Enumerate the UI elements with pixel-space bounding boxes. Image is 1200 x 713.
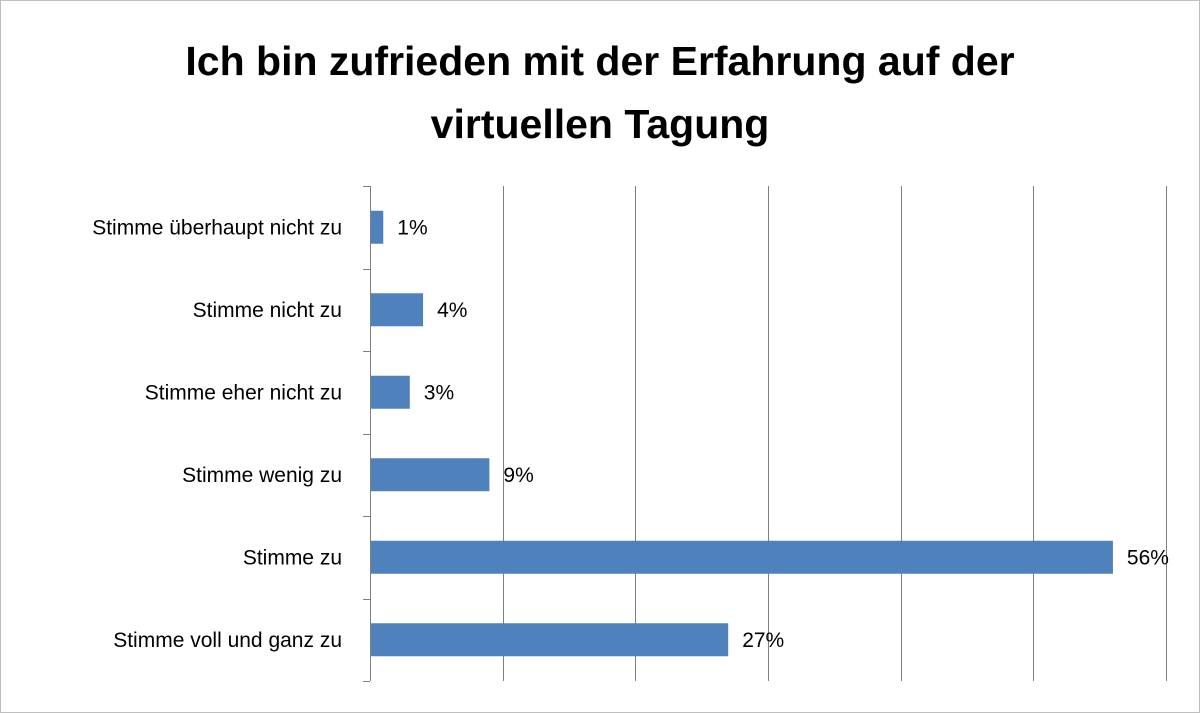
data-label-4: 9% <box>503 464 533 487</box>
data-label-5: 56% <box>1127 546 1169 569</box>
data-label-3: 3% <box>424 381 454 404</box>
bar-2 <box>371 293 424 327</box>
category-label-1: Stimme überhaupt nicht zu <box>92 216 342 239</box>
bars <box>371 210 1113 657</box>
chart-title-line-2: virtuellen Tagung <box>431 101 770 147</box>
category-label-6: Stimme voll und ganz zu <box>113 629 342 652</box>
data-label-2: 4% <box>437 299 467 322</box>
bar-4 <box>371 458 490 492</box>
category-axis <box>363 186 371 682</box>
category-label-3: Stimme eher nicht zu <box>145 381 342 404</box>
category-label-4: Stimme wenig zu <box>182 464 342 487</box>
bar-3 <box>371 375 410 409</box>
labels: Stimme überhaupt nicht zu 1% Stimme nicht … <box>92 216 1169 652</box>
bar-5 <box>371 540 1113 574</box>
bar-1 <box>371 210 384 244</box>
data-label-6: 27% <box>742 629 784 652</box>
data-label-1: 1% <box>397 216 427 239</box>
bar-6 <box>371 623 729 657</box>
category-label-2: Stimme nicht zu <box>193 299 342 322</box>
category-label-5: Stimme zu <box>243 546 342 569</box>
gridlines <box>503 186 1167 681</box>
chart-title-line-1: Ich bin zufrieden mit der Erfahrung auf … <box>185 38 1014 84</box>
